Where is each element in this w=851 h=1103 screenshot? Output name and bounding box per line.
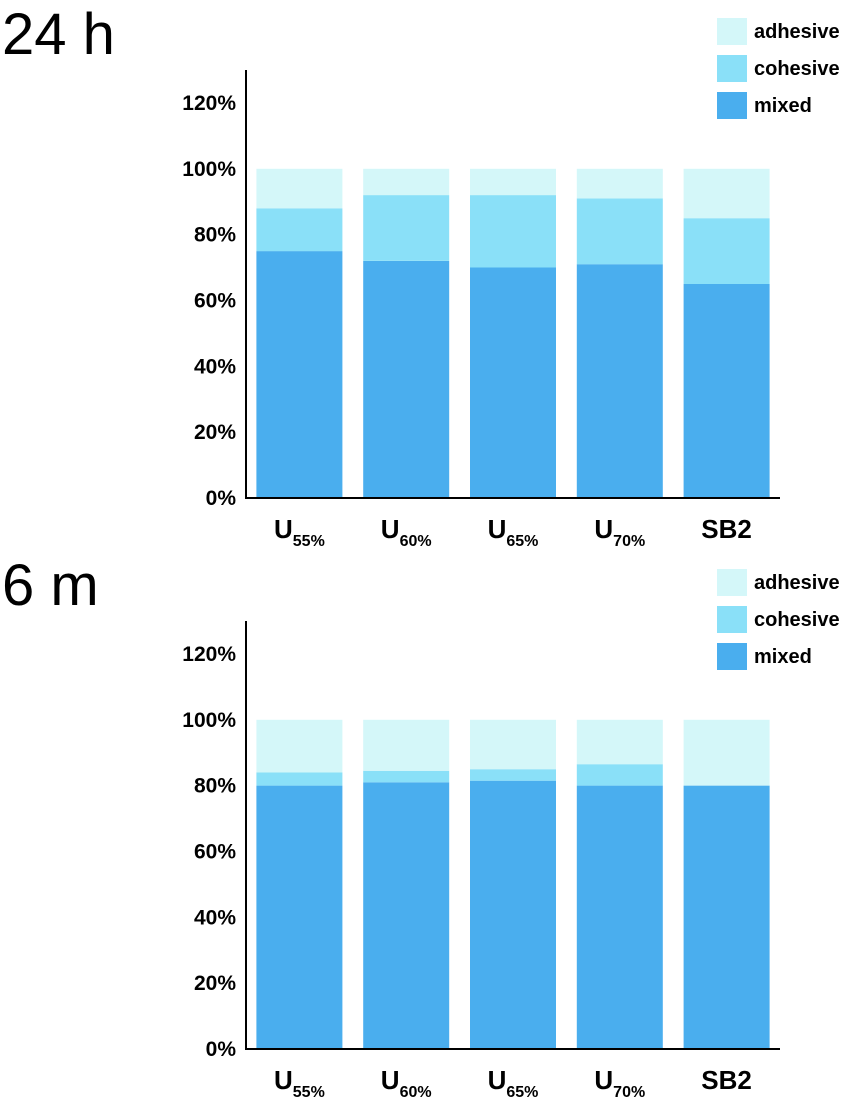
x-tick-label-subscript: 70%	[613, 533, 645, 550]
legend-swatch-cohesive	[717, 606, 747, 633]
bar-adhesive	[363, 168, 450, 196]
y-tick-label: 40%	[194, 355, 236, 378]
bar-mixed	[363, 782, 450, 1049]
bar-cohesive	[363, 770, 450, 783]
bar-cohesive	[256, 208, 343, 252]
bar-adhesive	[256, 168, 343, 209]
x-tick-label: U60%	[381, 514, 432, 550]
y-tick-label: 20%	[194, 972, 236, 995]
y-tick-label: 60%	[194, 289, 236, 312]
bar-cohesive	[576, 764, 663, 786]
bar-mixed	[470, 267, 556, 498]
bar-cohesive	[683, 218, 770, 284]
y-tick-label: 0%	[206, 1038, 237, 1061]
x-tick-label: U55%	[274, 514, 325, 550]
x-tick-label: U60%	[381, 1065, 432, 1101]
bar-mixed	[363, 261, 450, 498]
x-tick-label-subscript: 65%	[506, 533, 538, 550]
legend-label-cohesive: cohesive	[754, 58, 840, 80]
bar-adhesive	[470, 168, 556, 196]
y-tick-label: 120%	[182, 92, 236, 115]
bar-cohesive	[470, 769, 556, 781]
legend-label-mixed: mixed	[754, 95, 812, 117]
stacked-bar-chart-6m: U55% U60% U65% U70% SB20%20%40%60%80%100%120…	[182, 569, 840, 1101]
bar-adhesive	[683, 168, 770, 219]
x-tick-label-main: U	[274, 1065, 293, 1095]
x-tick-label-subscript: 65%	[506, 1084, 538, 1101]
x-tick-label: U70%	[594, 1065, 645, 1101]
x-tick-label-main: SB2	[701, 1065, 752, 1095]
x-tick-label: U65%	[488, 514, 539, 550]
x-tick-label-subscript: 60%	[400, 533, 432, 550]
x-tick-label: SB2	[701, 1065, 752, 1095]
x-tick-label: U55%	[274, 1065, 325, 1101]
x-tick-label: U65%	[488, 1065, 539, 1101]
x-tick-label-subscript: 55%	[293, 533, 325, 550]
y-tick-label: 120%	[182, 643, 236, 666]
x-tick-label: U70%	[594, 514, 645, 550]
y-tick-label: 20%	[194, 421, 236, 444]
x-tick-label-subscript: 60%	[400, 1084, 432, 1101]
bar-mixed	[683, 284, 770, 498]
bar-adhesive	[256, 719, 343, 773]
x-tick-label-subscript: 55%	[293, 1084, 325, 1101]
bar-cohesive	[576, 198, 663, 265]
x-tick-label-main: U	[381, 514, 400, 544]
bar-mixed	[683, 785, 770, 1049]
panel-title: 24 h	[2, 2, 115, 67]
x-tick-label-main: U	[594, 1065, 613, 1095]
y-tick-label: 40%	[194, 906, 236, 929]
legend-label-adhesive: adhesive	[754, 21, 840, 43]
bar-adhesive	[363, 719, 450, 771]
x-tick-label-subscript: 70%	[613, 1084, 645, 1101]
x-tick-label-main: U	[594, 514, 613, 544]
y-tick-label: 100%	[182, 709, 236, 732]
bar-mixed	[576, 264, 663, 498]
bar-mixed	[470, 780, 556, 1049]
y-tick-label: 80%	[194, 224, 236, 247]
bar-mixed	[256, 251, 343, 498]
legend-label-mixed: mixed	[754, 646, 812, 668]
chart-panel-24h: 24 h U55% U60% U65% U70% SB2 0% 20% 40% 60% 80% 10…	[0, 0, 851, 551]
x-tick-label: SB2	[701, 514, 752, 544]
y-tick-label: 100%	[182, 158, 236, 181]
bar-mixed	[256, 785, 343, 1049]
legend-label-cohesive: cohesive	[754, 609, 840, 631]
y-tick-label: 0%	[206, 487, 237, 510]
legend-swatch-adhesive	[717, 569, 747, 596]
bar-mixed	[576, 785, 663, 1049]
bar-adhesive	[576, 719, 663, 765]
legend-swatch-adhesive	[717, 18, 747, 45]
panel-title: 6 m	[2, 553, 99, 618]
bar-adhesive	[683, 719, 770, 786]
x-tick-label-main: U	[274, 514, 293, 544]
y-tick-label: 80%	[194, 775, 236, 798]
x-tick-label-main: U	[488, 514, 507, 544]
chart-panel-6m: 6 m U55% U60% U65% U70% SB2 0% 20% 40% 60% 80% 100…	[0, 551, 851, 1102]
x-tick-label-main: U	[488, 1065, 507, 1095]
legend-label-adhesive: adhesive	[754, 572, 840, 594]
legend-swatch-mixed	[717, 92, 747, 119]
bar-cohesive	[470, 195, 556, 268]
legend-swatch-mixed	[717, 643, 747, 670]
bar-adhesive	[576, 168, 663, 199]
bar-adhesive	[470, 719, 556, 770]
x-tick-label-main: U	[381, 1065, 400, 1095]
stacked-bar-chart-24h: U55% U60% U65% U70% SB20%20%40%60%80%100%120…	[182, 18, 840, 550]
legend-swatch-cohesive	[717, 55, 747, 82]
bar-cohesive	[363, 195, 450, 261]
bar-cohesive	[256, 772, 343, 786]
x-tick-label-main: SB2	[701, 514, 752, 544]
y-tick-label: 60%	[194, 840, 236, 863]
